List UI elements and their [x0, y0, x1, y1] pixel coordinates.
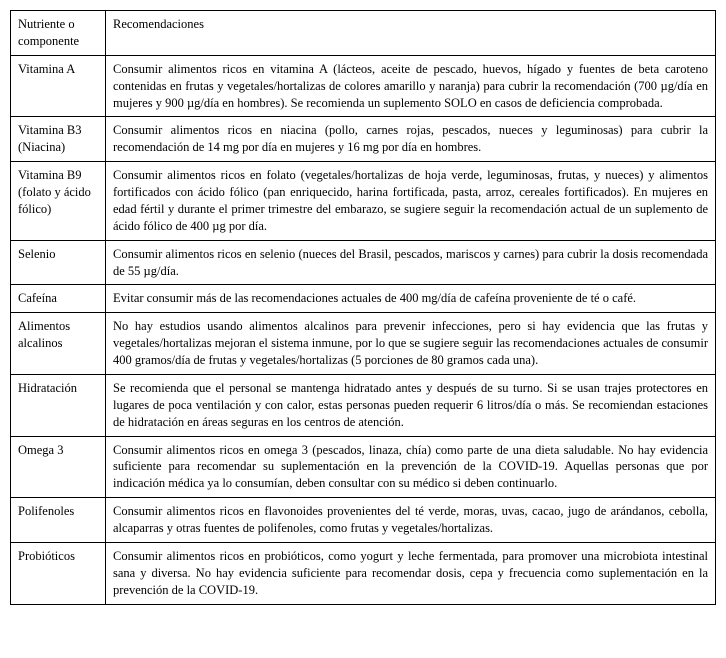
- nutrient-cell: Probióticos: [11, 542, 106, 604]
- nutrient-cell: Vitamina B3 (Niacina): [11, 117, 106, 162]
- recommendation-cell: Consumir alimentos ricos en vitamina A (…: [106, 55, 716, 117]
- recommendation-cell: Evitar consumir más de las recomendacion…: [106, 285, 716, 313]
- table-row: Vitamina B9 (folato y ácido fólico) Cons…: [11, 162, 716, 241]
- recommendation-cell: Consumir alimentos ricos en folato (vege…: [106, 162, 716, 241]
- recommendation-cell: Consumir alimentos ricos en niacina (pol…: [106, 117, 716, 162]
- recommendation-cell: No hay estudios usando alimentos alcalin…: [106, 313, 716, 375]
- nutrient-cell: Cafeína: [11, 285, 106, 313]
- table-row: Omega 3 Consumir alimentos ricos en omeg…: [11, 436, 716, 498]
- table-row: Vitamina A Consumir alimentos ricos en v…: [11, 55, 716, 117]
- table-row: Vitamina B3 (Niacina) Consumir alimentos…: [11, 117, 716, 162]
- table-row: Polifenoles Consumir alimentos ricos en …: [11, 498, 716, 543]
- header-nutrient: Nutriente o componente: [11, 11, 106, 56]
- nutrient-cell: Hidratación: [11, 374, 106, 436]
- recommendation-cell: Se recomienda que el personal se manteng…: [106, 374, 716, 436]
- nutrient-cell: Vitamina A: [11, 55, 106, 117]
- nutrient-cell: Omega 3: [11, 436, 106, 498]
- table-row: Probióticos Consumir alimentos ricos en …: [11, 542, 716, 604]
- recommendation-cell: Consumir alimentos ricos en probióticos,…: [106, 542, 716, 604]
- recommendation-cell: Consumir alimentos ricos en flavonoides …: [106, 498, 716, 543]
- table-row: Hidratación Se recomienda que el persona…: [11, 374, 716, 436]
- table-row: Cafeína Evitar consumir más de las recom…: [11, 285, 716, 313]
- table-row: Selenio Consumir alimentos ricos en sele…: [11, 240, 716, 285]
- header-recommendations: Recomendaciones: [106, 11, 716, 56]
- recommendation-cell: Consumir alimentos ricos en selenio (nue…: [106, 240, 716, 285]
- table-row: Alimentos alcalinos No hay estudios usan…: [11, 313, 716, 375]
- nutrient-recommendations-table: Nutriente o componente Recomendaciones V…: [10, 10, 716, 605]
- nutrient-cell: Alimentos alcalinos: [11, 313, 106, 375]
- recommendation-cell: Consumir alimentos ricos en omega 3 (pes…: [106, 436, 716, 498]
- nutrient-cell: Vitamina B9 (folato y ácido fólico): [11, 162, 106, 241]
- table-header-row: Nutriente o componente Recomendaciones: [11, 11, 716, 56]
- nutrient-cell: Selenio: [11, 240, 106, 285]
- nutrient-cell: Polifenoles: [11, 498, 106, 543]
